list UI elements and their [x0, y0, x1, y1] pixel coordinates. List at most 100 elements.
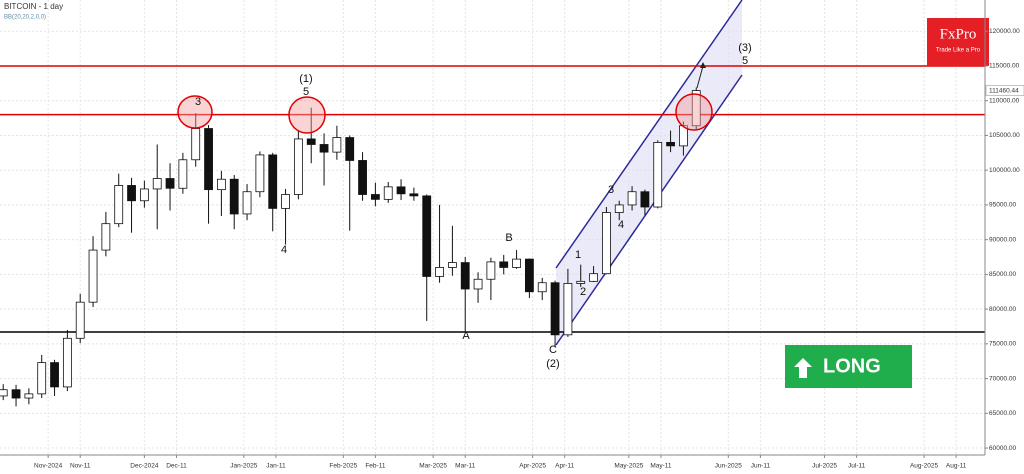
projection-arrow: [696, 65, 704, 89]
candles: [0, 87, 701, 407]
candle-body: [216, 178, 226, 191]
candle-body: [319, 144, 329, 153]
x-tick-label: Jun-11: [751, 463, 771, 470]
candle-body: [358, 160, 367, 195]
y-tick-label: 120000.00: [989, 28, 1020, 35]
candle-body: [396, 186, 406, 195]
candle-body: [127, 185, 136, 202]
circle-marker: [288, 96, 326, 134]
candle-body: [152, 178, 162, 190]
brand-name: FxPro: [940, 26, 977, 42]
candle-body: [435, 267, 444, 277]
candle-body: [602, 212, 611, 275]
candle-body: [409, 193, 419, 197]
candle-body: [178, 159, 188, 189]
x-tick-label: Dec-2024: [130, 463, 159, 470]
x-tick-label: Jul-11: [848, 463, 866, 470]
y-tick-label: 105000.00: [989, 132, 1020, 139]
candle-body: [563, 283, 573, 336]
candle-body: [370, 194, 380, 200]
x-tick-label: Nov-11: [70, 463, 91, 470]
candle-body: [383, 186, 393, 200]
x-tick-label: Apr-2025: [519, 463, 546, 470]
x-tick-label: Apr-11: [555, 463, 574, 470]
y-tick-label: 90000.00: [989, 236, 1016, 243]
candle-body: [576, 280, 586, 284]
y-tick-label: 100000.00: [989, 167, 1020, 174]
x-tick-label: Mar-2025: [419, 463, 447, 470]
candle-body: [24, 393, 34, 399]
candle-body: [653, 142, 663, 208]
candle-body: [37, 362, 47, 395]
wave-label: 5: [742, 55, 748, 67]
y-tick-label: 95000.00: [989, 202, 1016, 209]
x-tick-label: Feb-2025: [329, 463, 357, 470]
indicator-label: BB(20,20,2,0,0): [4, 15, 46, 21]
last-price-label: 111460.44: [989, 87, 1019, 94]
candle-body: [447, 262, 457, 268]
wave-label: 1: [575, 249, 581, 261]
candle-body: [614, 204, 624, 213]
wave-label: 5: [303, 86, 309, 98]
y-tick-label: 65000.00: [989, 410, 1016, 417]
candle-body: [524, 258, 534, 293]
candle-body: [473, 278, 483, 290]
x-tick-label: Aug-11: [946, 463, 967, 470]
chart-title: BITCOIN - 1 day: [4, 2, 63, 11]
candle-body: [306, 138, 316, 145]
x-tick-label: Dec-11: [166, 463, 187, 470]
candle-body: [204, 128, 213, 191]
candle-body: [627, 191, 637, 206]
candle-body: [460, 262, 470, 290]
wave-label: 2: [580, 286, 586, 298]
channel-lower: [555, 74, 743, 346]
x-tick-label: Jun-2025: [715, 463, 742, 470]
candle-body: [62, 337, 72, 388]
wave-label: B: [505, 232, 512, 244]
candle-body: [589, 273, 598, 282]
y-tick-label: 75000.00: [989, 341, 1016, 348]
x-tick-label: Nov-2024: [34, 463, 63, 470]
circle-marker: [177, 95, 213, 129]
brand-tagline: Trade Like a Pro: [936, 48, 981, 54]
candle-body: [550, 282, 560, 336]
channel-upper: [555, 0, 743, 269]
candle-body: [165, 178, 175, 189]
candle-body: [191, 128, 201, 161]
x-tick-label: Jan-11: [266, 463, 286, 470]
wave-label: 4: [281, 244, 287, 256]
wave-label: 4: [618, 219, 624, 231]
candle-body: [242, 191, 252, 215]
wave-label: 3: [608, 184, 614, 196]
signal-label: LONG: [823, 355, 881, 377]
last-price-tag: [985, 85, 1024, 96]
candle-body: [268, 154, 278, 209]
x-tick-label: Feb-11: [365, 463, 385, 470]
grid: [0, 0, 985, 455]
candle-body: [255, 154, 265, 193]
candle-body: [11, 389, 21, 399]
x-tick-label: Jul-2025: [812, 463, 837, 470]
y-tick-label: 115000.00: [989, 63, 1020, 70]
x-tick-label: Aug-2025: [910, 463, 939, 470]
candle-body: [499, 261, 509, 268]
candle-body: [332, 137, 342, 153]
candle-body: [50, 362, 59, 388]
candle-body: [691, 90, 701, 127]
candle-body: [114, 185, 124, 225]
candle-body: [512, 258, 521, 268]
candle-body: [486, 261, 496, 280]
candle-body: [75, 301, 85, 339]
wave-label: C: [549, 344, 557, 356]
wave-label: A: [462, 330, 470, 342]
x-tick-label: Jan-2025: [230, 463, 257, 470]
candle-body: [229, 178, 239, 215]
candle-body: [666, 142, 675, 147]
y-tick-label: 70000.00: [989, 375, 1016, 382]
candle-body: [88, 249, 98, 303]
candle-body: [281, 194, 290, 209]
candle-body: [0, 389, 8, 397]
